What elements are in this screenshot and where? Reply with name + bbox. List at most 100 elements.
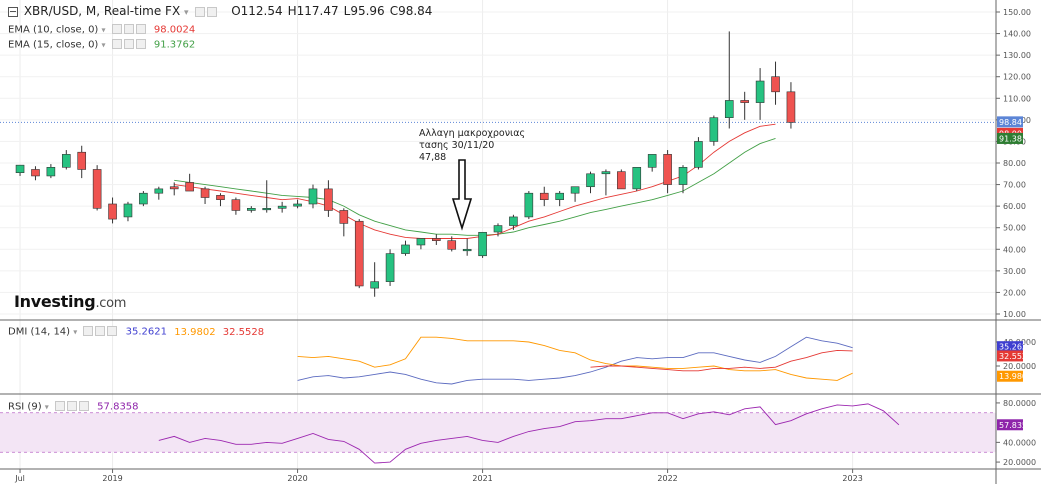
di-minus-value: 13.9802 — [174, 326, 216, 338]
time-tick-label: 2023 — [842, 474, 862, 483]
ema10-line — [174, 123, 776, 239]
settings-icon[interactable] — [95, 326, 106, 336]
price-tick-label: 110.00 — [1003, 94, 1031, 103]
rsi-value: 57.8358 — [97, 401, 139, 413]
dmi-pane — [297, 336, 853, 385]
collapse-icon[interactable] — [8, 6, 18, 17]
dropdown-chevron-icon[interactable]: ▾ — [101, 25, 106, 35]
bearish-candle — [231, 199, 241, 211]
di-plus-value: 35.2621 — [125, 326, 168, 338]
bullish-candle — [678, 167, 688, 185]
close-icon[interactable] — [107, 326, 118, 336]
legend-buttons — [111, 24, 148, 35]
settings-icon[interactable] — [66, 401, 77, 411]
ema15-line — [174, 137, 776, 236]
rsi-tag-bg — [997, 419, 1023, 431]
bullish-candle — [277, 205, 287, 209]
rsi-y-axis[interactable]: 80.0000 40.0000 20.0000 — [996, 399, 1036, 467]
bullish-candle — [632, 167, 642, 190]
dropdown-chevron-icon[interactable]: ▾ — [184, 8, 189, 18]
visibility-icon[interactable] — [83, 326, 94, 336]
vertical-gridlines — [19, 0, 854, 469]
bearish-candle — [77, 151, 87, 170]
bullish-candle — [123, 203, 133, 218]
time-tick-label: 2020 — [287, 474, 307, 483]
bearish-candle — [185, 182, 194, 192]
price-y-axis[interactable]: 150.00140.00130.00120.00110.00100.0090.0… — [996, 8, 1031, 319]
ema15-value: 91.3762 — [153, 39, 196, 51]
ema10-value: 98.0024 — [153, 24, 196, 36]
rsi-band — [0, 412, 996, 453]
price-tick-label: 50.00 — [1003, 224, 1026, 233]
bullish-candle — [308, 188, 318, 205]
dmi-tick-label: 20.0000 — [1003, 362, 1036, 371]
annotation-line: τασης 30/11/20 — [419, 140, 495, 151]
bearish-candle — [617, 171, 626, 190]
rsi-tag: 57.8358 — [999, 421, 1032, 430]
settings-icon[interactable] — [123, 24, 134, 34]
ema10-layer — [174, 123, 776, 239]
time-x-axis[interactable]: Jul 2019 2020 2021 2022 2023 — [14, 469, 863, 483]
time-tick-label: 2019 — [102, 474, 122, 483]
settings-icon[interactable] — [195, 7, 206, 17]
rsi-tick-label: 80.0000 — [1003, 399, 1036, 408]
dropdown-chevron-icon[interactable]: ▾ — [44, 402, 49, 412]
close-icon[interactable] — [135, 24, 146, 34]
bullish-candle — [46, 167, 56, 177]
bearish-candle — [216, 195, 225, 200]
bearish-candle — [339, 210, 349, 224]
rsi-pane — [0, 403, 996, 464]
annotation-line: Αλλαγη μακροχρονιας — [419, 128, 526, 139]
close-icon[interactable] — [78, 401, 89, 411]
close-icon[interactable] — [135, 39, 146, 49]
dropdown-chevron-icon[interactable]: ▾ — [73, 327, 78, 337]
price-tick-label: 120.00 — [1003, 73, 1031, 82]
bullish-candle — [247, 208, 256, 211]
bullish-candle — [586, 173, 595, 188]
instrument-legend: XBR/USD, M, Real-time FX ▾ O112.54 H117.4… — [8, 4, 432, 19]
open-value: O112.54 — [231, 4, 283, 18]
time-tick-label: 2021 — [472, 474, 492, 483]
di-plus-line — [297, 336, 853, 385]
bullish-candle — [462, 248, 472, 252]
ema15-layer — [174, 137, 776, 236]
dropdown-chevron-icon[interactable]: ▾ — [101, 40, 106, 50]
settings-icon[interactable] — [123, 39, 134, 49]
bearish-candle — [92, 169, 102, 209]
price-tick-label: 80.00 — [1003, 159, 1026, 168]
bearish-candle — [324, 188, 333, 211]
dmi-label: DMI (14, 14) — [8, 326, 71, 338]
bullish-candle — [555, 192, 564, 200]
annotation-arrow-icon — [451, 159, 473, 231]
di-plus-tag-bg — [997, 341, 1023, 353]
annotation-line: 47,88 — [419, 152, 447, 163]
bullish-candle — [509, 216, 518, 226]
bearish-candle — [432, 238, 441, 241]
bullish-candle — [401, 244, 410, 254]
legend-buttons — [54, 401, 91, 412]
bullish-candle — [709, 117, 719, 142]
visibility-icon[interactable] — [54, 401, 65, 411]
bullish-candle — [755, 80, 765, 103]
last-price-tag: 98.84 — [999, 118, 1022, 127]
low-value: L95.96 — [343, 4, 385, 18]
ema15-label: EMA (15, close, 0) — [8, 39, 99, 51]
price-pane — [0, 31, 996, 297]
instrument-title: XBR/USD, M, Real-time FX — [23, 4, 181, 18]
price-tick-label: 150.00 — [1003, 8, 1031, 17]
price-tick-label: 20.00 — [1003, 288, 1026, 297]
adx-tag-bg — [997, 350, 1023, 362]
price-tick-label: 140.00 — [1003, 30, 1031, 39]
last-price-tag-bg — [997, 116, 1023, 128]
price-tick-label: 130.00 — [1003, 51, 1031, 60]
dmi-legend: DMI (14, 14) ▾ 35.2621 13.9802 32.5528 — [8, 326, 264, 338]
bearish-candle — [786, 91, 796, 123]
visibility-icon[interactable] — [111, 39, 122, 49]
rsi-tick-label: 40.0000 — [1003, 438, 1036, 447]
candles — [15, 31, 796, 297]
bearish-candle — [447, 240, 457, 250]
bullish-candle — [724, 100, 734, 118]
visibility-icon[interactable] — [207, 7, 218, 17]
visibility-icon[interactable] — [111, 24, 122, 34]
